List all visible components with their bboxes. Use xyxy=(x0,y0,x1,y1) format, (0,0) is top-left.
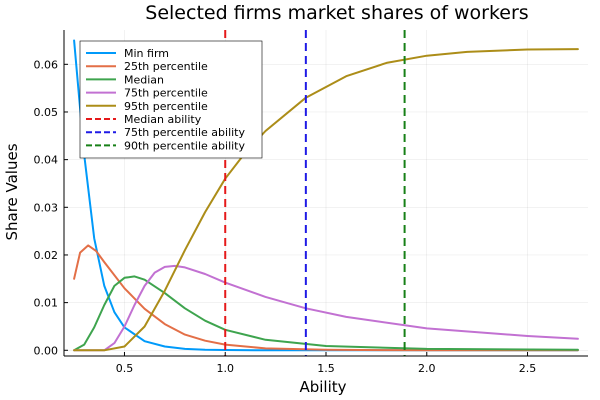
x-tick-label: 1.5 xyxy=(317,362,335,375)
y-tick-label: 0.00 xyxy=(34,344,59,357)
y-tick-label: 0.05 xyxy=(34,106,59,119)
y-tick-label: 0.01 xyxy=(34,297,59,310)
legend-label-min-firm: Min firm xyxy=(124,47,169,60)
legend-label-90th-percentile-ability: 90th percentile ability xyxy=(124,139,245,152)
x-tick-label: 0.5 xyxy=(116,362,134,375)
series-line-median xyxy=(73,275,579,352)
y-axis-title: Share Values xyxy=(3,143,21,240)
legend-label-median: Median xyxy=(124,73,164,86)
legend-label-75th-percentile: 75th percentile xyxy=(124,87,208,100)
ticks: 0.5 1.0 1.5 2.0 2.5 0.00 0.01 0.02 0.03 0.04 0.05 0… xyxy=(34,58,537,375)
chart-title: Selected firms market shares of workers xyxy=(145,2,528,24)
series-line-75th-percentile xyxy=(73,264,579,352)
legend-label-75th-percentile-ability: 75th percentile ability xyxy=(124,126,245,139)
y-tick-label: 0.03 xyxy=(34,201,59,214)
y-tick-label: 0.06 xyxy=(34,58,59,71)
y-tick-label: 0.02 xyxy=(34,249,59,262)
x-axis-title: Ability xyxy=(299,378,346,396)
legend-label-95th-percentile: 95th percentile xyxy=(124,100,208,113)
legend-label-median-ability: Median ability xyxy=(124,113,202,126)
legend-box xyxy=(79,40,263,159)
x-tick-label: 2.0 xyxy=(418,362,436,375)
legend-label-25th-percentile: 25th percentile xyxy=(124,60,208,73)
x-tick-label: 2.5 xyxy=(519,362,537,375)
x-tick-label: 1.0 xyxy=(216,362,234,375)
y-tick-label: 0.04 xyxy=(34,154,59,167)
